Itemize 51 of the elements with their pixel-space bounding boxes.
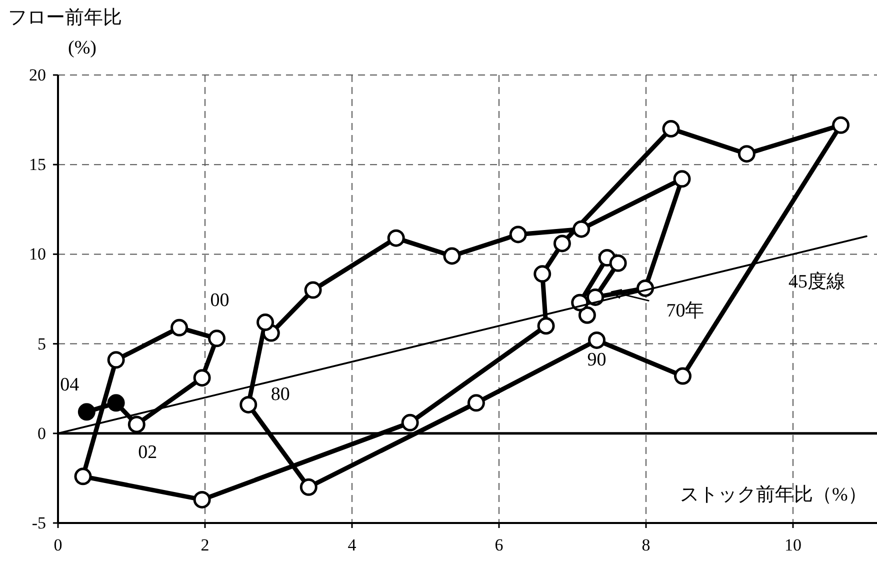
annotation: 00 [210, 290, 230, 311]
point [832, 116, 850, 134]
point [572, 220, 590, 238]
point [387, 229, 405, 247]
x-axis-title: ストック前年比（%） [680, 484, 867, 506]
point [107, 351, 125, 369]
y-tick-label: 5 [38, 334, 46, 354]
point [401, 414, 419, 432]
point [170, 318, 188, 336]
y-tick-label: 0 [38, 424, 46, 443]
point [193, 369, 211, 387]
point [609, 254, 627, 272]
point [240, 396, 258, 414]
point [193, 490, 211, 508]
point [300, 478, 318, 496]
point [128, 416, 146, 434]
point [509, 226, 527, 244]
point [78, 403, 96, 421]
point [443, 247, 461, 265]
y-tick-label: 15 [29, 155, 46, 174]
annotation: 90 [587, 350, 606, 371]
point [107, 394, 125, 412]
annotation: 02 [138, 442, 158, 463]
point [74, 468, 92, 486]
annotation: 04 [60, 374, 80, 396]
point [537, 317, 555, 335]
point [553, 234, 571, 252]
point [588, 331, 606, 349]
annotation: 80 [270, 384, 290, 406]
point [674, 367, 692, 385]
x-tick-label: 6 [494, 536, 504, 554]
point [534, 265, 552, 283]
x-tick-label: 2 [200, 536, 210, 554]
point [467, 394, 485, 412]
ylabel: フロー前年比 (%) [8, 8, 122, 58]
point [304, 281, 322, 299]
x-tick-label: 10 [784, 536, 802, 554]
x-tick-label: 8 [642, 536, 650, 554]
annotation: 70年 [666, 300, 704, 322]
annotation: 45度線 [788, 270, 846, 293]
y-tick-label: 10 [29, 244, 46, 264]
y-tick-label: 20 [29, 66, 46, 84]
x-tick-label: 4 [348, 536, 357, 554]
point [662, 120, 680, 138]
point [578, 306, 596, 324]
point [738, 145, 756, 163]
x-tick-label: 0 [54, 536, 62, 554]
point [208, 330, 226, 348]
point [256, 314, 274, 332]
y-tick-label: -5 [32, 514, 46, 532]
point [673, 170, 691, 188]
